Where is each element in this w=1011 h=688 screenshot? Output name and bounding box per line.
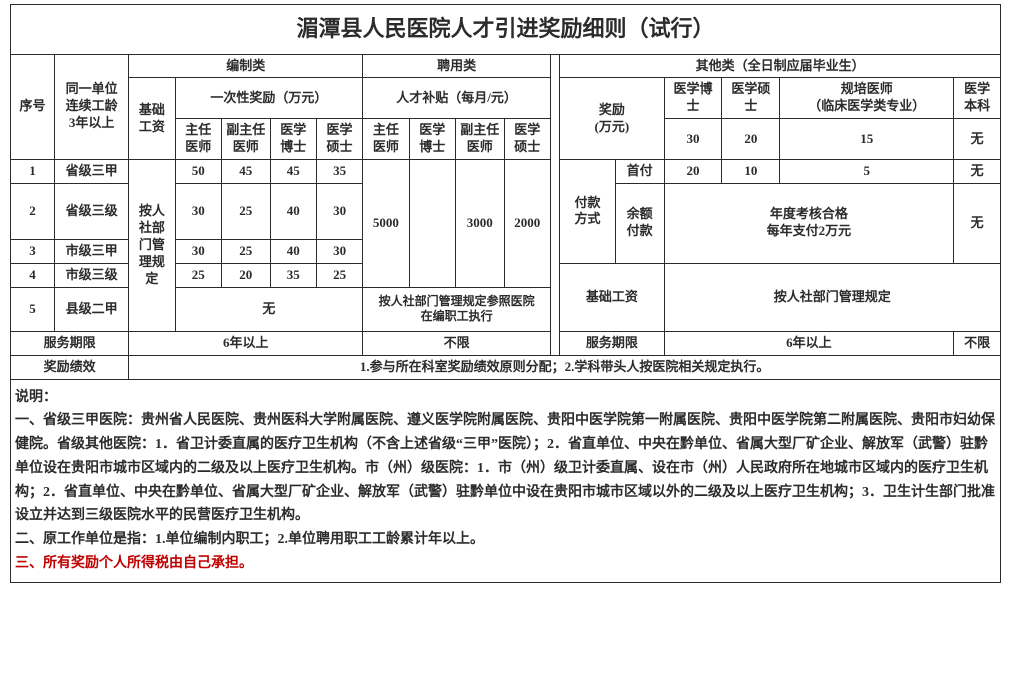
h-c-ms-v: 20 bbox=[722, 119, 780, 160]
catb-row5: 按人社部门管理规定参照医院 在编职工执行 bbox=[363, 287, 551, 331]
h-c-phd-v: 30 bbox=[664, 119, 722, 160]
r2-c1: 25 bbox=[221, 183, 270, 239]
r4-c1: 20 bbox=[221, 263, 270, 287]
notes-head: 说明： bbox=[15, 386, 996, 410]
catc-base-txt: 按人社部门管理规定 bbox=[664, 263, 1001, 331]
r4-lv: 市级三级 bbox=[55, 263, 129, 287]
r3-lv: 市级三甲 bbox=[55, 239, 129, 263]
h-cat-c: 其他类（全日制应届毕业生） bbox=[560, 54, 1001, 78]
r2-c3: 30 bbox=[316, 183, 362, 239]
svc-label: 服务期限 bbox=[11, 331, 129, 355]
base-salary-txt: 按人 社部 门管 理规 定 bbox=[129, 160, 175, 332]
h-base: 基础 工资 bbox=[129, 78, 175, 160]
perf-label: 奖励绩效 bbox=[11, 355, 129, 379]
h-sub-phd: 医学 博士 bbox=[409, 119, 455, 160]
down-label: 首付 bbox=[615, 160, 664, 184]
service-row: 服务期限 6年以上 不限 服务期限 6年以上 不限 bbox=[11, 331, 1001, 355]
page: 湄潭县人民医院人才引进奖励细则（试行） 序号 同一单位 连续工龄 3年以上 编制… bbox=[0, 0, 1011, 688]
svc-c-label: 服务期限 bbox=[560, 331, 664, 355]
r2-lv: 省级三级 bbox=[55, 183, 129, 239]
svc-b: 不限 bbox=[363, 331, 551, 355]
table-row: 1 省级三甲 按人 社部 门管 理规 定 50454535 5000 3000 … bbox=[11, 160, 1001, 184]
notes-p3: 三、所有奖励个人所得税由自己承担。 bbox=[15, 552, 996, 576]
r3-n: 3 bbox=[11, 239, 55, 263]
r2-c0: 30 bbox=[175, 183, 221, 239]
h-sub-ms: 医学 硕士 bbox=[504, 119, 550, 160]
notes-p1: 一、省级三甲医院：贵州省人民医院、贵州医科大学附属医院、遵义医学院附属医院、贵阳… bbox=[15, 409, 996, 528]
catc-base: 基础工资 bbox=[560, 263, 664, 331]
h-cat-b: 聘用类 bbox=[363, 54, 551, 78]
h-onetime: 一次性奖励（万元） bbox=[175, 78, 363, 119]
h-subsidy: 人才补贴（每月/元） bbox=[363, 78, 551, 119]
bal-bs: 无 bbox=[954, 183, 1001, 263]
h-c-bs: 医学 本科 bbox=[954, 78, 1001, 119]
r1-n: 1 bbox=[11, 160, 55, 184]
pay-method: 付款 方式 bbox=[560, 160, 616, 264]
r3-c3: 30 bbox=[316, 239, 362, 263]
h-ms: 医学 硕士 bbox=[316, 119, 362, 160]
h-c-blank: 奖励 (万元) bbox=[560, 78, 664, 160]
r4-c2: 35 bbox=[270, 263, 316, 287]
sub-ms-v: 2000 bbox=[504, 160, 550, 288]
r3-c1: 25 bbox=[221, 239, 270, 263]
r1-c1: 45 bbox=[221, 160, 270, 184]
h-unit: 同一单位 连续工龄 3年以上 bbox=[55, 54, 129, 159]
r4-c0: 25 bbox=[175, 263, 221, 287]
h-assoc: 副主任 医师 bbox=[221, 119, 270, 160]
r1-lv: 省级三甲 bbox=[55, 160, 129, 184]
notes: 说明： 一、省级三甲医院：贵州省人民医院、贵州医科大学附属医院、遵义医学院附属医… bbox=[11, 379, 1001, 582]
r5-n: 5 bbox=[11, 287, 55, 331]
r5-none: 无 bbox=[175, 287, 363, 331]
bal-txt: 年度考核合格 每年支付2万元 bbox=[664, 183, 954, 263]
perf-row: 奖励绩效 1.参与所在科室奖励绩效原则分配；2.学科带头人按医院相关规定执行。 bbox=[11, 355, 1001, 379]
h-c-bs-v: 无 bbox=[954, 119, 1001, 160]
sub-chief-v: 5000 bbox=[363, 160, 409, 288]
r4-n: 4 bbox=[11, 263, 55, 287]
h-seq: 序号 bbox=[11, 54, 55, 159]
r3-c2: 40 bbox=[270, 239, 316, 263]
h-c-phd: 医学博 士 bbox=[664, 78, 722, 119]
title: 湄潭县人民医院人才引进奖励细则（试行） bbox=[11, 5, 1001, 55]
svc-a: 6年以上 bbox=[129, 331, 363, 355]
svc-c-b: 不限 bbox=[954, 331, 1001, 355]
r2-n: 2 bbox=[11, 183, 55, 239]
sub-phd-v bbox=[409, 160, 455, 288]
perf-txt: 1.参与所在科室奖励绩效原则分配；2.学科带头人按医院相关规定执行。 bbox=[129, 355, 1001, 379]
r5-lv: 县级二甲 bbox=[55, 287, 129, 331]
h-c-res: 规培医师 （临床医学类专业） bbox=[780, 78, 954, 119]
h-chief: 主任 医师 bbox=[175, 119, 221, 160]
h-sub-assoc: 副主任 医师 bbox=[455, 119, 504, 160]
down-phd: 20 bbox=[664, 160, 722, 184]
down-bs: 无 bbox=[954, 160, 1001, 184]
notes-p2: 二、原工作单位是指：1.单位编制内职工；2.单位聘用职工工龄累计年以上。 bbox=[15, 528, 996, 552]
h-sub-chief: 主任 医师 bbox=[363, 119, 409, 160]
bal-label: 余额 付款 bbox=[615, 183, 664, 263]
sub-assoc-v: 3000 bbox=[455, 160, 504, 288]
h-cat-a: 编制类 bbox=[129, 54, 363, 78]
r1-c3: 35 bbox=[316, 160, 362, 184]
h-c-ms: 医学硕 士 bbox=[722, 78, 780, 119]
r2-c2: 40 bbox=[270, 183, 316, 239]
r4-c3: 25 bbox=[316, 263, 362, 287]
gap bbox=[550, 54, 559, 355]
r1-c2: 45 bbox=[270, 160, 316, 184]
h-c-res-v: 15 bbox=[780, 119, 954, 160]
r3-c0: 30 bbox=[175, 239, 221, 263]
r1-c0: 50 bbox=[175, 160, 221, 184]
h-phd: 医学 博士 bbox=[270, 119, 316, 160]
down-ms: 10 bbox=[722, 160, 780, 184]
svc-c-a: 6年以上 bbox=[664, 331, 954, 355]
rules-table: 湄潭县人民医院人才引进奖励细则（试行） 序号 同一单位 连续工龄 3年以上 编制… bbox=[10, 4, 1001, 583]
down-res: 5 bbox=[780, 160, 954, 184]
